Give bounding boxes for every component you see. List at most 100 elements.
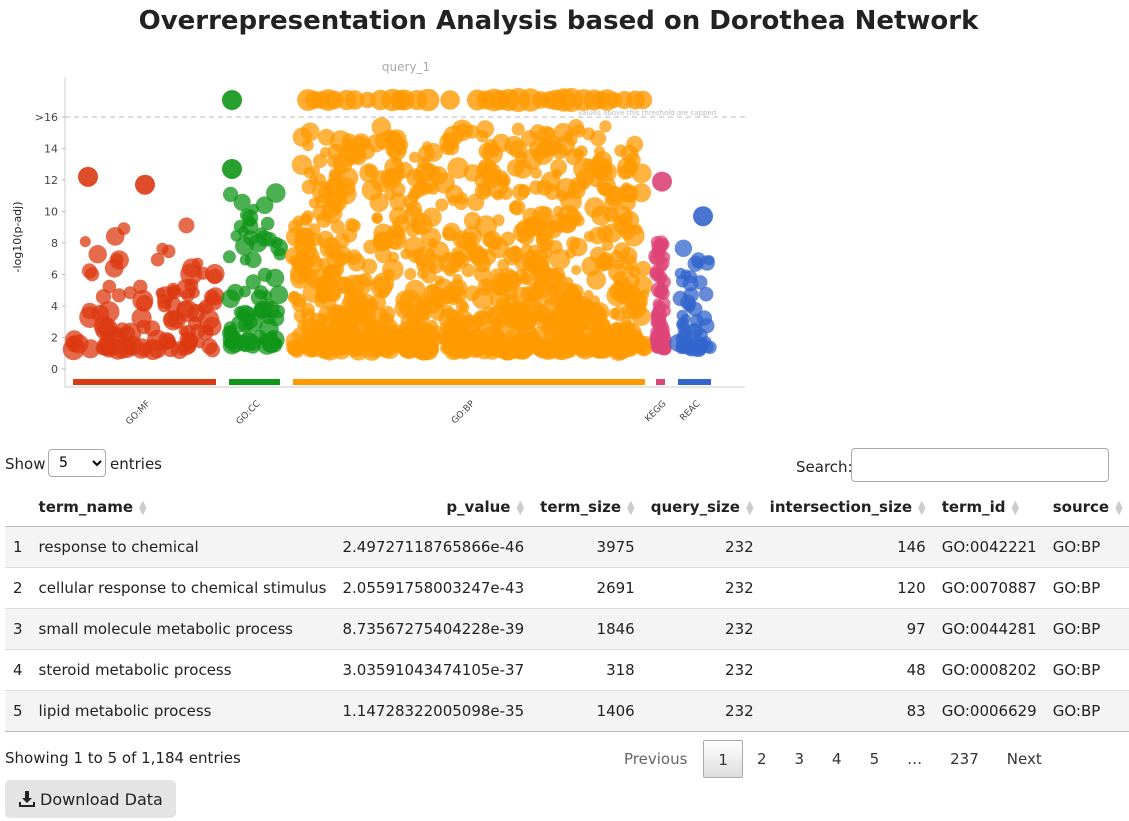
cell-source: GO:BP (1044, 567, 1129, 609)
data-point (699, 255, 715, 271)
data-point (650, 236, 663, 248)
table-row[interactable]: 1 response to chemical 2.49727118765866e-4… (5, 526, 1129, 568)
data-point (309, 165, 321, 176)
column-header-label: intersection_size (769, 498, 912, 516)
data-point (176, 278, 197, 299)
page-button-1[interactable]: 1 (703, 740, 743, 778)
column-header-index (5, 488, 31, 527)
data-point (504, 135, 524, 156)
data-point (560, 333, 582, 356)
data-point (393, 226, 406, 239)
table-row[interactable]: 2 cellular response to chemical stimulus 2… (5, 567, 1129, 609)
data-point (703, 340, 717, 354)
page-button-3[interactable]: 3 (794, 750, 805, 768)
column-header-p-value[interactable]: p_value ▲ ▼ (334, 488, 533, 527)
data-point (429, 241, 450, 262)
download-data-button[interactable]: Download Data (5, 780, 176, 818)
cell-term-name: small molecule metabolic process (30, 608, 335, 650)
data-point (136, 342, 151, 357)
cell-intersection-size: 83 (761, 690, 934, 732)
show-label: Show (5, 455, 46, 473)
page-button-5[interactable]: 5 (869, 750, 880, 768)
data-point (285, 247, 304, 266)
cell-p-value: 8.73567275404228e-39 (334, 608, 533, 650)
next-page-button[interactable]: Next (1006, 750, 1042, 768)
cell-intersection-size: 97 (761, 608, 934, 650)
search-input[interactable] (851, 448, 1109, 482)
data-point (454, 196, 469, 211)
cell-query-size: 232 (642, 608, 762, 650)
column-header-term-id[interactable]: term_id ▲ ▼ (933, 488, 1045, 527)
cell-term-name: steroid metabolic process (30, 649, 335, 691)
data-point (506, 246, 524, 263)
data-point (496, 173, 511, 188)
data-point (265, 268, 285, 288)
data-point (591, 205, 612, 226)
data-point (417, 339, 439, 361)
x-tick-label: GO:BP (450, 399, 478, 427)
table-row[interactable]: 4 steroid metabolic process 3.035910434741… (5, 649, 1129, 691)
data-point (421, 268, 437, 284)
series-go-bp (285, 88, 655, 361)
data-point (204, 292, 223, 311)
data-point (390, 90, 410, 110)
column-header-source[interactable]: source ▲ ▼ (1044, 488, 1129, 527)
data-point (409, 185, 424, 199)
data-point (565, 209, 583, 227)
sort-icon: ▲ ▼ (139, 498, 147, 517)
data-point (157, 298, 172, 313)
data-point (226, 283, 244, 302)
data-point (601, 239, 614, 251)
data-point (302, 139, 314, 152)
data-point (479, 326, 500, 347)
data-point (62, 338, 85, 361)
search-label: Search: (796, 458, 853, 476)
column-header-label: term_name (38, 498, 134, 516)
cell-term-size: 1846 (532, 608, 643, 650)
data-point (105, 227, 125, 246)
data-point (233, 193, 251, 211)
page-button-2[interactable]: 2 (756, 750, 767, 768)
data-point (476, 130, 489, 143)
page-button-4[interactable]: 4 (832, 750, 842, 768)
data-point (407, 249, 422, 263)
cell-intersection-size: 120 (761, 567, 934, 609)
data-point (606, 284, 629, 307)
data-point (620, 322, 642, 344)
entries-length-select[interactable]: 5 (48, 449, 106, 477)
data-point (536, 179, 553, 196)
y-tick-label: 6 (51, 269, 58, 282)
capped-point (440, 90, 460, 110)
data-point (478, 142, 496, 160)
data-point (499, 343, 513, 357)
data-point (611, 321, 622, 332)
results-table: term_name ▲ ▼ p_value ▲ ▼ term_size ▲ ▼ query_siz… (5, 488, 1129, 732)
download-label: Download Data (40, 789, 163, 809)
column-header-term-name[interactable]: term_name ▲ ▼ (30, 488, 335, 527)
table-row[interactable]: 5 lipid metabolic process 1.14728322005098… (5, 690, 1129, 732)
data-point (441, 132, 453, 144)
cell-intersection-size: 146 (761, 526, 934, 568)
data-point (677, 321, 690, 334)
data-point (693, 206, 713, 227)
previous-page-button[interactable]: Previous (624, 750, 688, 768)
data-point (291, 296, 307, 312)
data-point (102, 279, 117, 294)
y-tick-label: 4 (51, 300, 58, 313)
data-point (338, 167, 359, 188)
column-header-query-size[interactable]: query_size ▲ ▼ (642, 488, 762, 527)
data-point (240, 208, 254, 222)
table-row[interactable]: 3 small molecule metabolic process 8.73567… (5, 608, 1129, 650)
manhattan-plot[interactable]: query_1 -log10(p-adj) 0 2 4 6 8 10 12 14 >16 values… (0, 52, 760, 427)
data-point (291, 154, 312, 175)
data-point (461, 263, 476, 278)
cell-term-size: 3975 (532, 526, 643, 568)
cell-p-value: 2.49727118765866e-46 (334, 526, 533, 568)
data-point (463, 212, 482, 230)
column-header-term-size[interactable]: term_size ▲ ▼ (532, 488, 643, 527)
page-button-237[interactable]: 237 (950, 750, 979, 768)
x-tick-label: REAC (678, 399, 702, 423)
data-point (409, 151, 420, 163)
column-header-intersection-size[interactable]: intersection_size ▲ ▼ (761, 488, 934, 527)
capped-point (633, 90, 653, 110)
